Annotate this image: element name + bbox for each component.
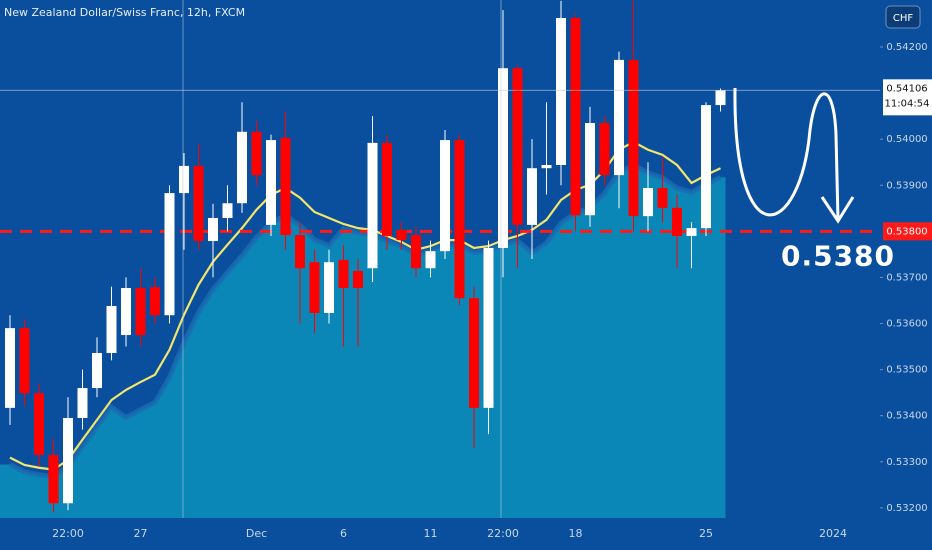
- y-tick-label: 0.53600: [886, 319, 927, 330]
- last-price-label: 0.54106: [886, 83, 927, 94]
- x-tick-label: 22:00: [52, 527, 84, 540]
- candle-body: [469, 298, 479, 408]
- candle-body: [19, 328, 30, 394]
- candle-body: [48, 454, 59, 504]
- x-tick-label: 22:00: [487, 527, 519, 540]
- candle-body: [77, 388, 88, 418]
- candle-body: [686, 228, 697, 236]
- candle-body: [672, 207, 682, 236]
- plot-area: [0, 0, 880, 518]
- candle-body: [92, 353, 102, 389]
- candle-body: [309, 262, 320, 313]
- candle-body: [512, 68, 523, 225]
- currency-button[interactable]: [885, 5, 921, 29]
- candle-body: [280, 137, 291, 236]
- candle-body: [643, 188, 653, 217]
- x-tick-label: 27: [134, 527, 148, 540]
- candle-body: [150, 287, 160, 316]
- candle-body: [353, 270, 363, 289]
- candle-body: [34, 393, 44, 455]
- candle-body: [208, 217, 218, 242]
- candle-body: [454, 140, 465, 299]
- candle-body: [614, 59, 624, 176]
- candle-body: [324, 262, 334, 313]
- candle-body: [599, 123, 610, 176]
- currency-label: CHF: [893, 13, 914, 24]
- candle-body: [570, 17, 581, 216]
- candle-body: [193, 165, 204, 242]
- candle-body: [222, 203, 233, 218]
- candle-body: [701, 105, 711, 229]
- last-price-tag: [883, 79, 932, 116]
- candle-body: [396, 229, 407, 241]
- candle-body: [251, 131, 262, 176]
- overlay: 22:00 27 Dec 6 11 22:00 18 25 2024 0.53200 0.53300…: [0, 42, 932, 540]
- candle-body: [628, 59, 639, 217]
- candle-body: [715, 90, 726, 106]
- candle-body: [266, 140, 276, 225]
- chart-title: New Zealand Dollar/Swiss Franc, 12h, FXC…: [4, 6, 245, 19]
- candle-body: [135, 288, 146, 336]
- y-tick-label: 0.53300: [886, 457, 927, 468]
- candle-body: [237, 131, 247, 204]
- candle-body: [527, 168, 537, 225]
- candle-body: [440, 140, 450, 252]
- countdown-label: 11:04:54: [885, 98, 930, 109]
- target-annotation: 0.5380: [781, 239, 895, 272]
- candle-body: [63, 417, 73, 504]
- candle-body: [411, 235, 421, 269]
- candle-body: [425, 251, 436, 269]
- candle-body: [556, 17, 566, 165]
- y-tick-label: 0.53500: [886, 365, 927, 376]
- candle-body: [5, 328, 15, 408]
- x-tick-label: 11: [424, 527, 438, 540]
- x-tick-label: 18: [569, 527, 583, 540]
- y-tick-label: 0.54200: [886, 42, 927, 53]
- y-tick-label: 0.53200: [886, 503, 927, 514]
- y-tick-label: 0.53700: [886, 272, 927, 283]
- x-tick-label: 2024: [819, 527, 847, 540]
- area: [0, 164, 726, 518]
- candle-body: [164, 193, 175, 316]
- arrow-head: [820, 196, 855, 224]
- level-tag: [883, 222, 932, 241]
- area-edge: [8, 162, 722, 480]
- candle-body: [498, 68, 508, 248]
- candle-body: [295, 235, 305, 269]
- y-tick-label: 0.53900: [886, 180, 927, 191]
- candle-body: [483, 247, 494, 408]
- candle-body: [585, 123, 595, 216]
- y-tick-label: 0.53400: [886, 411, 927, 422]
- projection-arrow: [733, 87, 840, 221]
- candle-body: [338, 259, 349, 289]
- candle-body: [657, 188, 668, 208]
- x-tick-label: 6: [340, 527, 347, 540]
- candle-body: [121, 288, 131, 336]
- x-tick-label: Dec: [246, 527, 267, 540]
- level-label: 0.53800: [886, 226, 927, 237]
- y-tick-label: 0.54000: [886, 134, 927, 145]
- candle-body: [382, 142, 392, 236]
- candle-body: [367, 142, 378, 269]
- candle-body: [541, 164, 552, 169]
- candle-body: [106, 306, 117, 354]
- x-tick-label: 25: [699, 527, 713, 540]
- candle-body: [179, 165, 189, 194]
